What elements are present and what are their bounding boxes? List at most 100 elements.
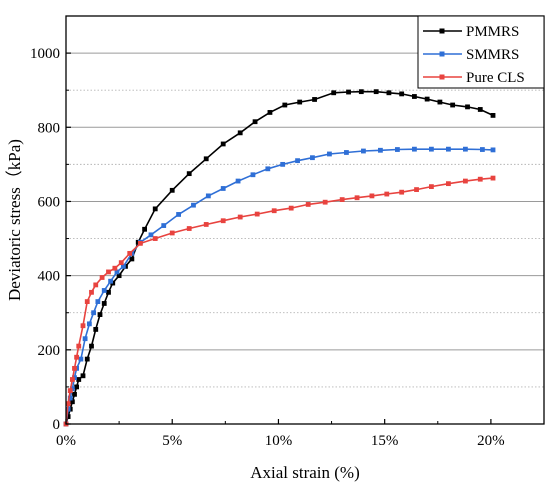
- data-point: [65, 401, 71, 406]
- data-point: [67, 388, 73, 394]
- y-tick-label: 200: [38, 343, 61, 359]
- data-point: [127, 250, 133, 256]
- data-point: [490, 175, 496, 181]
- data-point: [169, 230, 175, 236]
- data-point: [354, 195, 360, 201]
- data-point: [237, 214, 243, 220]
- data-point: [297, 99, 303, 105]
- grid-lines: [66, 52, 544, 388]
- data-point: [89, 289, 94, 295]
- data-point: [252, 119, 258, 125]
- data-point: [142, 226, 148, 232]
- data-point: [106, 289, 111, 295]
- data-point: [118, 260, 124, 266]
- data-point: [72, 365, 77, 371]
- x-tick-label: 10%: [265, 433, 293, 449]
- series-pure-cls: [63, 175, 496, 427]
- data-point: [93, 282, 99, 288]
- data-point: [101, 288, 107, 293]
- data-point: [176, 212, 181, 217]
- data-point: [295, 158, 300, 164]
- y-tick-label: 1000: [30, 46, 60, 62]
- legend-box: [417, 15, 545, 89]
- data-point: [399, 189, 405, 195]
- data-point: [89, 343, 94, 349]
- data-point: [490, 147, 496, 153]
- x-tick-label: 20%: [477, 433, 505, 449]
- legend-marker: [439, 51, 445, 57]
- data-point: [414, 187, 419, 192]
- data-point: [282, 102, 288, 108]
- legend-label: SMMRS: [466, 47, 519, 63]
- data-point: [69, 377, 75, 382]
- y-tick-label: 0: [53, 417, 61, 433]
- data-point: [76, 377, 82, 382]
- data-point: [80, 373, 86, 379]
- series-layer: [63, 89, 496, 427]
- data-point: [288, 205, 294, 211]
- data-point: [477, 176, 483, 182]
- data-point: [137, 240, 143, 246]
- data-point: [112, 265, 118, 271]
- data-point: [152, 236, 158, 241]
- data-point: [429, 184, 434, 190]
- data-point: [186, 226, 192, 231]
- data-point: [74, 384, 80, 390]
- data-point: [369, 193, 375, 199]
- data-point: [424, 96, 430, 102]
- data-point: [129, 256, 135, 262]
- data-point: [465, 104, 470, 110]
- plot-frame: [65, 15, 545, 425]
- data-point: [399, 91, 405, 97]
- y-axis: 0 200 400 600 800 1000: [30, 46, 71, 433]
- data-point: [205, 193, 211, 199]
- data-point: [280, 161, 286, 167]
- data-point: [437, 99, 443, 105]
- data-point: [169, 187, 175, 193]
- data-point: [152, 206, 158, 212]
- data-point: [80, 323, 86, 329]
- data-point: [373, 89, 379, 95]
- data-point: [116, 273, 122, 279]
- y-tick-label: 800: [38, 120, 61, 136]
- data-point: [86, 321, 92, 327]
- data-point: [220, 218, 226, 224]
- data-point: [84, 356, 90, 362]
- data-point: [384, 191, 390, 197]
- data-point: [148, 232, 154, 238]
- data-point: [412, 94, 417, 99]
- legend-marker: [439, 28, 445, 34]
- data-point: [203, 156, 209, 162]
- data-point: [114, 269, 120, 275]
- data-point: [95, 299, 101, 304]
- data-point: [344, 150, 349, 155]
- x-tick-label: 5%: [162, 433, 182, 449]
- data-point: [237, 130, 243, 136]
- data-point: [65, 414, 71, 419]
- data-point: [120, 263, 126, 269]
- data-point: [446, 146, 451, 152]
- x-tick-label: 0%: [56, 433, 76, 449]
- data-point: [479, 147, 485, 152]
- data-point: [346, 89, 351, 95]
- data-point: [186, 171, 192, 177]
- data-point: [446, 181, 451, 187]
- data-point: [395, 147, 400, 152]
- data-point: [327, 151, 332, 157]
- data-point: [250, 172, 256, 178]
- data-point: [99, 275, 105, 280]
- data-point: [339, 197, 345, 202]
- legend-label: PMMRS: [466, 24, 519, 40]
- data-point: [76, 343, 82, 349]
- data-point: [305, 202, 311, 207]
- data-point: [331, 90, 337, 96]
- y-tick-label: 400: [38, 269, 61, 285]
- data-point: [67, 395, 73, 401]
- data-point: [82, 336, 88, 342]
- data-point: [97, 312, 103, 317]
- x-tick-label: 15%: [371, 433, 399, 449]
- data-point: [203, 222, 209, 227]
- data-point: [358, 89, 364, 95]
- data-point: [106, 269, 111, 275]
